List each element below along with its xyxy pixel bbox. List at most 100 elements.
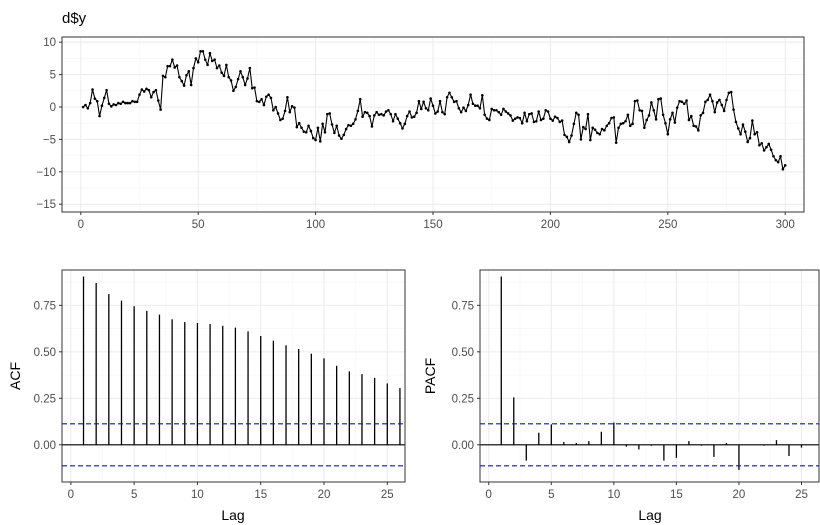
time-series-title: d$y <box>62 10 87 27</box>
time-series-point <box>483 113 486 117</box>
acf-x-ticks: 0 5 10 15 20 25 <box>68 482 394 501</box>
time-series-point <box>236 77 240 81</box>
time-series-point <box>466 103 470 107</box>
time-series-point <box>182 84 186 87</box>
time-series-point <box>645 118 648 122</box>
time-series-point <box>650 101 653 104</box>
time-series-point <box>570 134 573 137</box>
time-series-point <box>307 124 310 128</box>
time-series-point <box>326 112 329 116</box>
time-series-point <box>542 117 545 120</box>
time-series-point <box>107 102 111 106</box>
time-series-point <box>175 64 179 67</box>
time-series-point <box>199 49 202 53</box>
time-series-point <box>154 88 158 92</box>
time-series-point <box>779 154 782 158</box>
time-series-point <box>556 116 559 120</box>
time-series-point <box>537 110 540 113</box>
time-series-point <box>603 129 606 132</box>
time-series-point <box>532 120 536 124</box>
pacf-x-axis-label: Lag <box>638 507 661 523</box>
time-series-point <box>403 122 407 126</box>
time-series-point <box>692 124 695 128</box>
time-series-point <box>619 122 623 126</box>
time-series-point <box>511 119 515 122</box>
time-series-point <box>682 102 686 106</box>
time-series-point <box>546 110 550 113</box>
pacf-panel-border <box>479 269 820 483</box>
time-series-point <box>328 112 331 115</box>
time-series-point <box>210 59 214 63</box>
acf-x-tick-label: 10 <box>191 489 204 501</box>
time-series-point <box>720 103 724 107</box>
time-series-point <box>356 109 360 113</box>
time-series-point <box>145 87 148 91</box>
time-series-point <box>189 83 193 87</box>
time-series-point <box>647 114 651 117</box>
time-series-point <box>593 128 597 131</box>
time-series-point <box>142 90 146 93</box>
time-series-point <box>314 138 317 142</box>
time-series-point <box>624 119 627 123</box>
time-series-point <box>131 99 134 103</box>
time-series-point <box>84 103 87 107</box>
time-series-point <box>377 113 381 117</box>
time-series-point <box>654 118 658 121</box>
time-series-point <box>689 114 693 118</box>
time-series-point <box>769 148 773 152</box>
time-series-point <box>164 75 167 79</box>
time-series-point <box>544 108 548 112</box>
time-series-point <box>753 132 756 136</box>
time-series-point <box>516 116 519 119</box>
time-series-point <box>358 97 362 101</box>
time-series-point <box>708 93 712 96</box>
time-series-point <box>401 127 404 130</box>
time-series-point <box>591 126 594 130</box>
time-series-point <box>405 114 409 118</box>
time-series-point <box>457 106 461 110</box>
time-series-point <box>316 126 320 130</box>
time-series-x-ticks: 0 50 100 150 200 250 300 <box>78 212 795 231</box>
time-series-point <box>295 125 299 129</box>
time-series-point <box>455 99 458 103</box>
time-series-point <box>718 98 721 102</box>
time-series-point <box>628 124 632 128</box>
time-series-point <box>673 121 677 124</box>
time-series-point <box>626 113 630 117</box>
time-series-point <box>128 101 132 105</box>
acf-plot-background <box>62 270 405 482</box>
time-series-point <box>612 116 616 119</box>
time-series-point <box>192 66 195 70</box>
time-series-point <box>257 100 261 104</box>
time-series-point <box>675 106 679 109</box>
time-series-point <box>351 122 355 126</box>
time-series-point <box>98 114 101 118</box>
time-series-y-ticks: 10 5 0 −5 −10 −15 <box>36 37 62 211</box>
time-series-point <box>725 98 728 102</box>
time-series-point <box>370 125 374 128</box>
time-series-point <box>269 96 273 100</box>
time-series-point <box>762 149 766 152</box>
time-series-point <box>701 111 705 115</box>
time-series-grid <box>62 37 804 212</box>
time-series-point <box>732 108 735 111</box>
time-series-point <box>520 121 524 125</box>
time-series-point <box>279 118 282 122</box>
time-series-point <box>424 106 428 110</box>
time-series-point <box>499 113 503 117</box>
time-series-point <box>102 96 106 100</box>
time-series-point <box>330 123 334 126</box>
acf-y-tick-label: 0.50 <box>34 347 56 359</box>
time-series-point <box>436 110 439 113</box>
time-series-point <box>208 51 212 55</box>
time-series-point <box>736 127 740 130</box>
time-series-point <box>286 95 289 99</box>
time-series-point <box>497 110 501 114</box>
time-series-point <box>640 109 644 113</box>
time-series-point <box>422 100 425 104</box>
time-series-point <box>248 66 252 70</box>
time-series-point <box>121 100 125 104</box>
time-series-point <box>452 100 456 104</box>
